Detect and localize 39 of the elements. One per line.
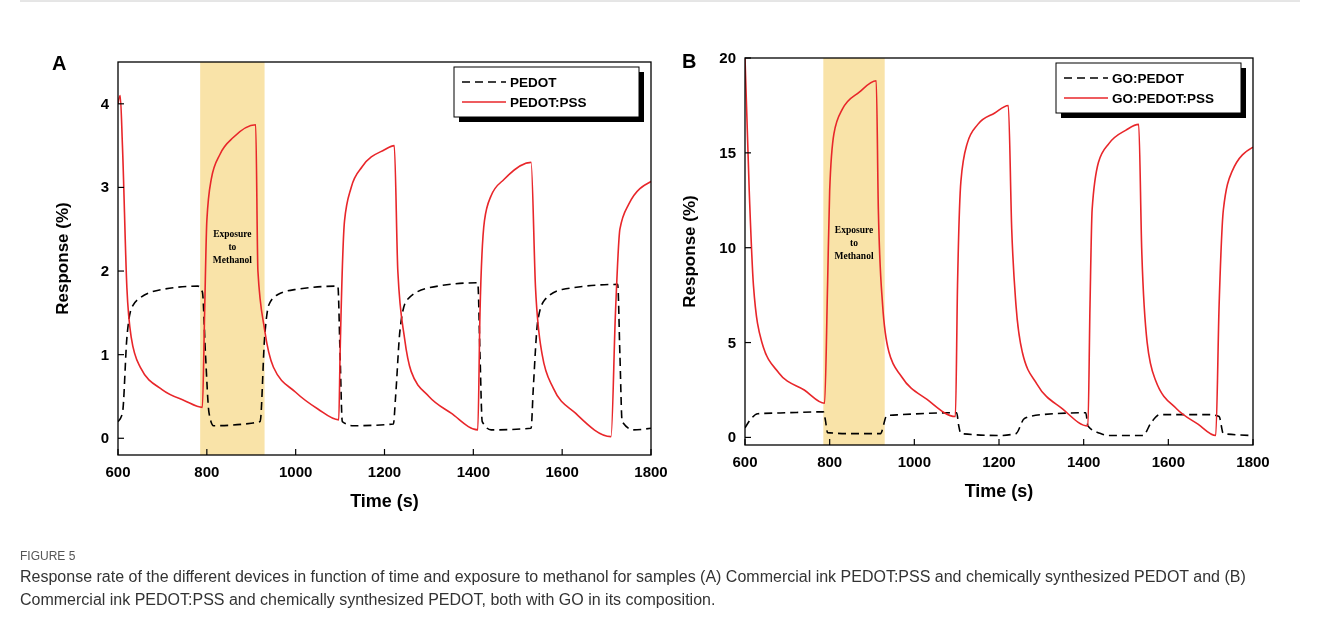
y-tick-label: 4 xyxy=(100,94,110,112)
y-tick-label: 1 xyxy=(100,345,109,363)
x-tick-label: 1600 xyxy=(545,463,579,480)
text: Response rate of the different devices in function of time and exposure to methanol for samples (A) Commercial ink PEDOT:PSS and chemically synthesized PEDOT and (B) Commercial ink PEDOT:PSS and chemically synthesized PEDOT, both with GO in its composition. xyxy=(20,567,1247,610)
y-tick-label: 0 xyxy=(727,428,736,446)
legend-label: PEDOT:PSS xyxy=(510,95,587,110)
x-tick-label: 1200 xyxy=(367,463,402,480)
y-tick-label: 15 xyxy=(719,143,736,161)
chart-title: B xyxy=(682,50,697,72)
x-tick-label: 1200 xyxy=(982,453,1016,470)
y-tick-label: 2 xyxy=(100,262,109,280)
y-tick-label: 3 xyxy=(100,178,109,196)
x-tick-label: 1000 xyxy=(897,453,932,470)
y-tick-label: 0 xyxy=(100,429,109,447)
x-tick-label: 600 xyxy=(732,453,758,470)
x-tick-label: 600 xyxy=(105,463,131,480)
caption: FIGURE 5 xyxy=(20,548,77,565)
band-label: Exposure to Methanol xyxy=(834,225,874,261)
line-series xyxy=(118,94,651,438)
y-tick-label: 5 xyxy=(727,333,736,351)
x-tick-label: 800 xyxy=(817,453,843,470)
x-tick-label: 1800 xyxy=(634,463,668,480)
x-tick-label: 800 xyxy=(194,463,220,480)
y-tick-label: 20 xyxy=(719,49,736,66)
y-tick-label: 10 xyxy=(719,238,736,256)
y-axis-title: Response (%) xyxy=(53,202,72,315)
chart-title: A xyxy=(52,52,67,74)
legend-label: PEDOT xyxy=(510,75,558,90)
band-label: Exposure to Methanol xyxy=(212,229,253,265)
legend-label: GO:PEDOT:PSS xyxy=(1112,91,1215,106)
x-axis-title: Time (s) xyxy=(964,481,1034,501)
x-tick-label: 1000 xyxy=(278,463,313,480)
y-axis-title: Response (%) xyxy=(680,195,699,308)
x-tick-label: 1600 xyxy=(1151,453,1186,470)
x-axis-title: Time (s) xyxy=(350,491,419,511)
x-tick-label: 1800 xyxy=(1236,453,1270,470)
legend-label: GO:PEDOT xyxy=(1112,71,1185,86)
x-tick-label: 1400 xyxy=(456,463,491,480)
x-tick-label: 1400 xyxy=(1066,453,1101,470)
